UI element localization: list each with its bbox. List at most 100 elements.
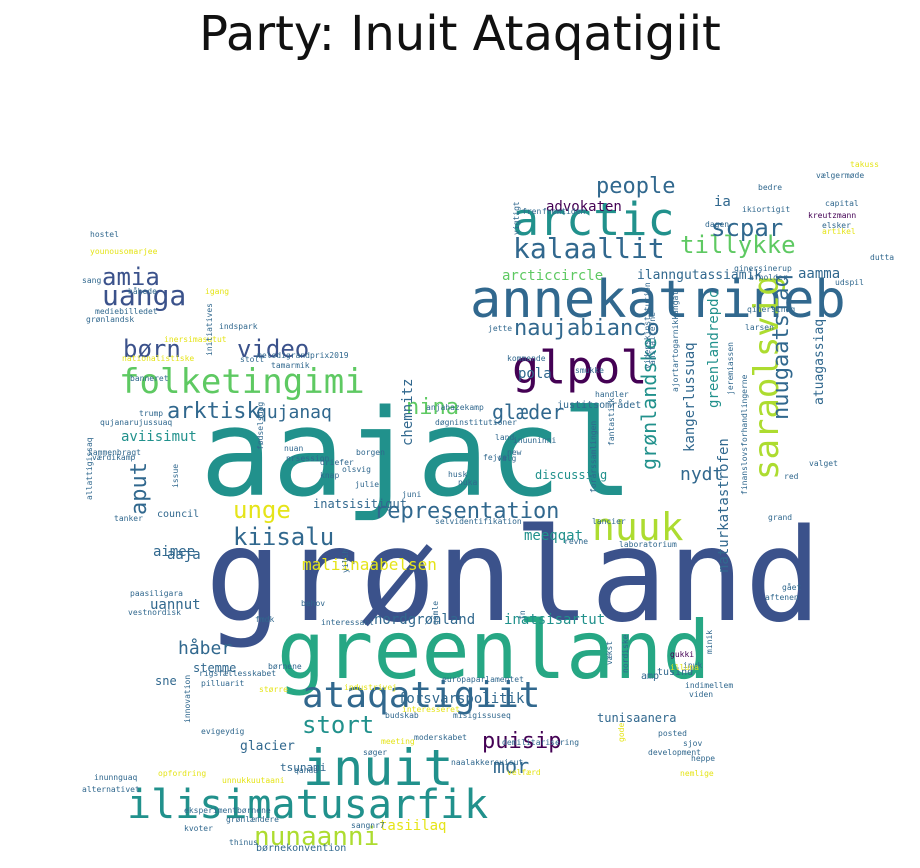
word-børnene: børnene	[268, 662, 302, 671]
word-fren: fren	[522, 207, 541, 216]
word-annekatrineb: annekatrineb	[470, 270, 846, 330]
word-inatsisartut: inatsisartut	[504, 612, 605, 628]
word-eksperimentbørnene: eksperimentbørnene	[184, 806, 271, 815]
word-smukke: smukke	[575, 366, 604, 375]
word-alternativet: alternativet	[82, 785, 140, 794]
word-fn: fn	[518, 610, 527, 620]
word-land: land	[495, 433, 514, 442]
word-kvoter: kvoter	[184, 824, 213, 833]
word-fantastisk: fantastisk	[607, 398, 616, 446]
word-amp: amp	[641, 671, 659, 682]
word-vigtigt: vigtigt	[512, 201, 521, 235]
word-gode: gode	[617, 723, 626, 742]
word-kalaallit: kalaallit	[513, 232, 665, 265]
word-forsvarspolitik: forsvarspolitik	[398, 691, 525, 707]
word-pola: pola	[518, 366, 552, 382]
word-nuugaatsiaq: nuugaatsiaq	[769, 274, 794, 420]
word-nemlige: nemlige	[680, 769, 714, 778]
word-sne: sne	[155, 674, 177, 688]
word-juni: juni	[402, 490, 421, 499]
word-maliinaabelsen: maliinaabelsen	[302, 555, 437, 574]
word-europaparlamentet: europaparlamentet	[442, 675, 524, 684]
word-nrsession: nrsession	[286, 454, 330, 463]
word-red: red	[784, 472, 799, 481]
word-inatsisitigut: inatsisitigut	[313, 497, 407, 511]
word-aimee: aimee	[153, 544, 195, 560]
word-sangnr7: sangnr7	[351, 821, 385, 830]
word-grønlændere: grønlændere	[226, 815, 279, 824]
word-video: video	[237, 335, 309, 363]
word-qujanarujussuaq: qujanarujussuaq	[100, 418, 172, 427]
word-dutta: dutta	[870, 253, 894, 262]
word-håber: håber	[178, 638, 232, 659]
word-ataqatigiit: ataqatigiit	[302, 675, 540, 716]
page-title: Party: Inuit Ataqatigiit	[199, 6, 721, 62]
word-børnekonvention: børnekonvention	[256, 843, 346, 854]
word-pilluarit: pilluarit	[201, 679, 245, 688]
word-videnskinstitution: videnskinstitution	[643, 282, 652, 369]
word-nina: nina	[406, 395, 459, 420]
word-glacier: glacier	[240, 739, 295, 754]
word-inuit: inuit	[303, 739, 454, 797]
word-dagen: dagen	[705, 220, 729, 229]
word-uannut: uannut	[150, 597, 201, 613]
word-anjahazekamp: anjahazekamp	[426, 403, 484, 412]
word-melodigrandprix2019: melodigrandprix2019	[257, 351, 349, 360]
word-issue: issue	[171, 464, 180, 488]
word-paasiligara: paasiligara	[130, 589, 183, 598]
word-stemme: stemme	[193, 661, 236, 675]
word-tunisaanera: tunisaanera	[597, 711, 676, 725]
word-ilisimatusarfik: ilisimatusarfik	[127, 782, 488, 828]
word-aftenen: aftenen	[765, 593, 799, 602]
word-heppe: heppe	[691, 754, 715, 763]
word-hostel: hostel	[90, 230, 119, 239]
word-artikel: artikel	[822, 227, 856, 236]
word-qanda: qanda	[294, 766, 318, 775]
word-puisip: puisip	[482, 729, 561, 754]
word-elsker: elsker	[822, 221, 851, 230]
word-justitsområdet: justitsområdet	[557, 398, 641, 411]
word-minik: minik	[705, 630, 714, 654]
word-council: council	[157, 509, 199, 520]
word-tamarmik: tamarmik	[271, 361, 310, 370]
word-valget: valget	[809, 459, 838, 468]
word-ajortartogarnikkangat: ajortartogarnikkangat	[671, 291, 680, 392]
word-innovation: innovation	[183, 675, 192, 723]
word-vælgermøde: vælgermøde	[816, 171, 864, 180]
word-initiatives: initiatives	[205, 303, 214, 356]
word-arcticcircle: arcticcircle	[502, 268, 603, 284]
word-forårssamlingen: forårssamlingen	[588, 421, 598, 493]
word-afholder: afholder	[749, 273, 788, 282]
word-inersimasutut: inersimasutut	[164, 335, 227, 344]
word-unnukkuutaani: unnukkuutaani	[222, 776, 285, 785]
word-søger: søger	[363, 748, 387, 757]
word-tasiilaq: tasiilaq	[379, 818, 446, 834]
word-nordiske: nordiske	[621, 634, 630, 673]
word-fremtiden: fremtiden	[542, 207, 586, 216]
word-naalakkersuisut: naalakkersuisut	[451, 758, 523, 767]
word-tillykke: tillykke	[680, 231, 796, 259]
word-folketingimi: folketingimi	[119, 362, 365, 402]
word-nydt: nydt	[680, 464, 723, 485]
word-unge: unge	[233, 496, 291, 524]
word-handler: handler	[595, 390, 629, 399]
word-revne: revne	[564, 537, 588, 546]
word-interesseret: interesseret	[402, 705, 460, 714]
word-vækst: vækst	[605, 641, 614, 665]
word-driefer: driefer	[320, 458, 354, 467]
word-greenlandrepdc: greenlandrepdc	[706, 290, 722, 408]
word-vestnordisk: vestnordisk	[128, 608, 181, 617]
word-olsvig: olsvig	[342, 465, 371, 474]
word-grand: grand	[768, 513, 792, 522]
word-nationalistiske: nationalistiske	[122, 354, 194, 363]
word-saraolsvig: saraolsvig	[747, 275, 787, 480]
word-indspark: indspark	[219, 322, 258, 331]
word-misigissuseq: misigissuseq	[453, 711, 511, 720]
word-værdikamp: værdikamp	[92, 453, 136, 462]
word-capital: capital	[825, 199, 859, 208]
word-yilih: yilih	[341, 549, 350, 573]
word-kangerlussuaq: kangerlussuaq	[682, 342, 698, 452]
word-atuagassiaq: atuagassiaq	[812, 319, 827, 405]
word-ilanngutassiamik: ilanngutassiamik	[637, 268, 762, 283]
